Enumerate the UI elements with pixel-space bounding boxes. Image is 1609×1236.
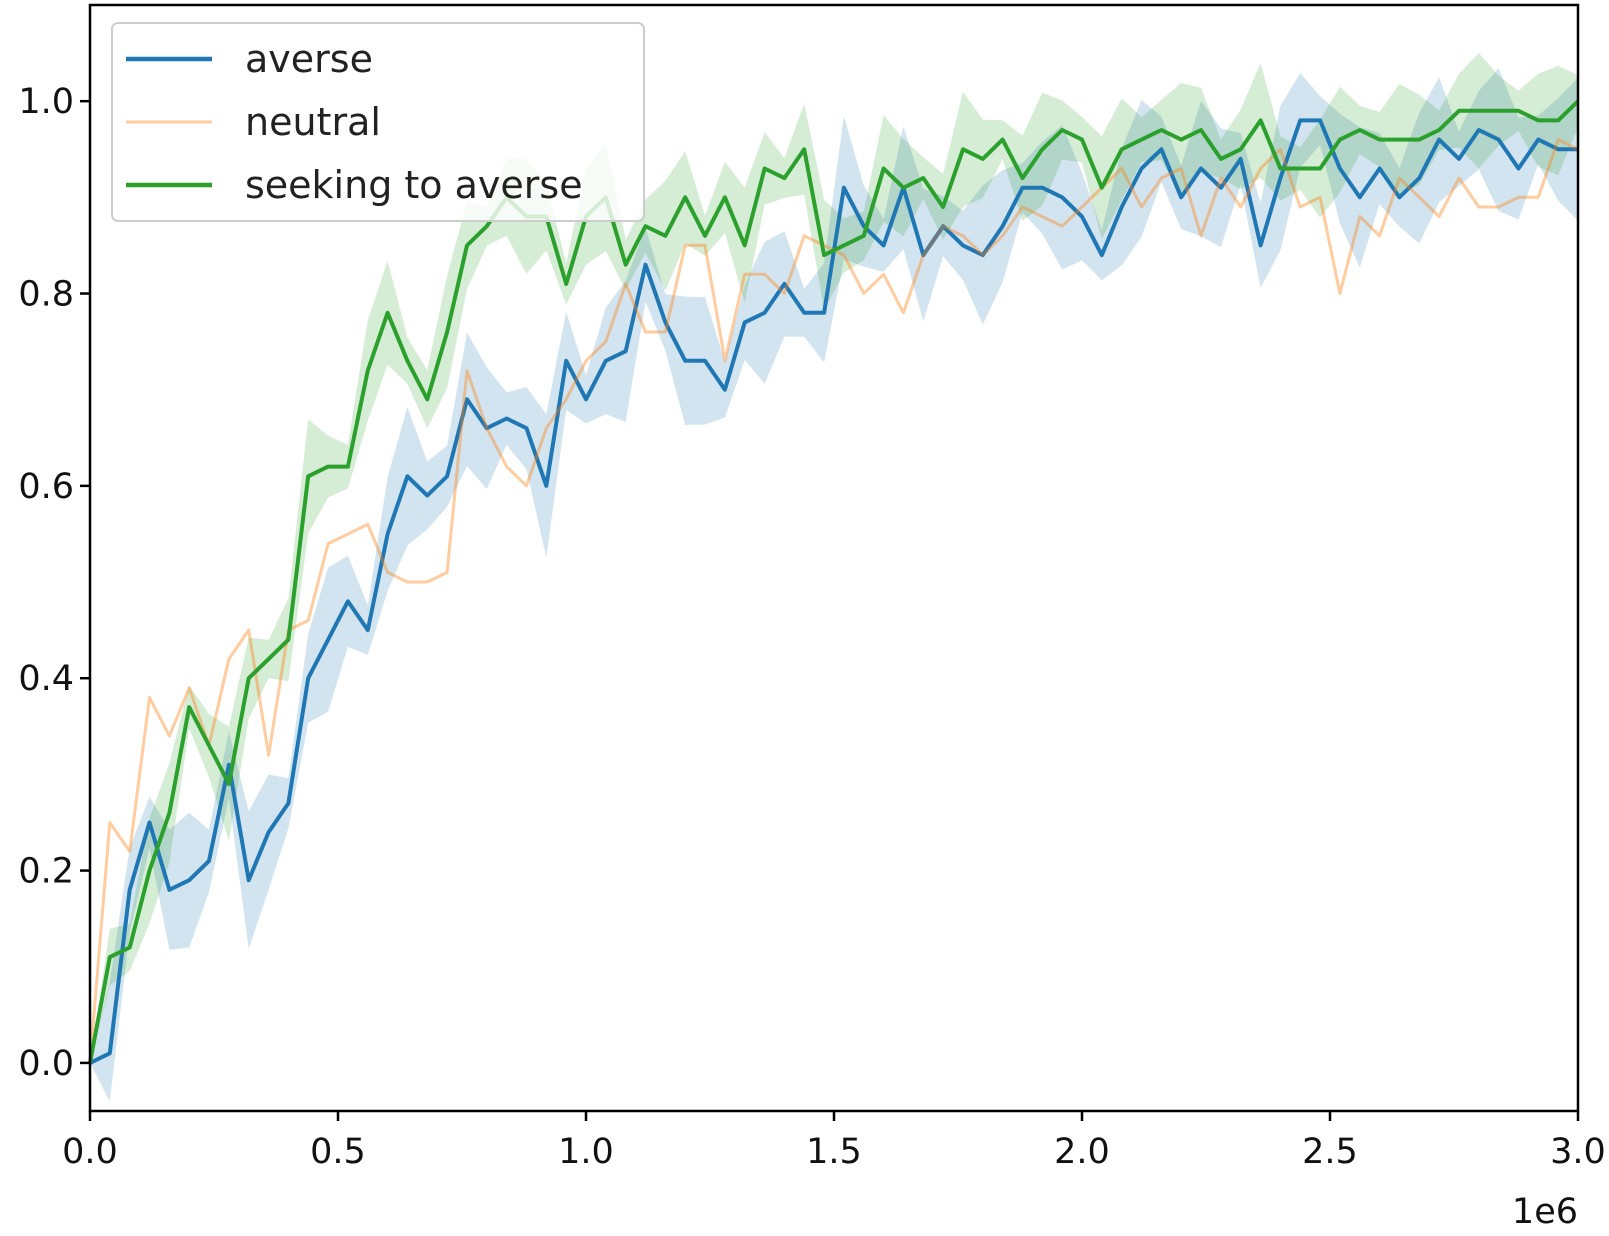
- x-tick-label: 1.5: [806, 1132, 862, 1172]
- x-tick-label: 1.0: [558, 1132, 614, 1172]
- y-tick-label: 1.0: [18, 82, 74, 122]
- x-tick-label: 2.0: [1054, 1132, 1110, 1172]
- legend-box: [111, 22, 645, 222]
- y-tick-label: 0.8: [18, 275, 74, 315]
- confidence-bands: [90, 53, 1578, 1102]
- y-tick-label: 0.6: [18, 467, 74, 507]
- y-tick-label: 0.2: [18, 852, 74, 892]
- x-tick-label: 0.5: [310, 1132, 366, 1172]
- x-tick-label: 3.0: [1550, 1132, 1606, 1172]
- band-seeking-to-averse: [90, 53, 1578, 1063]
- x-tick-label: 0.0: [62, 1132, 118, 1172]
- band-averse: [90, 68, 1578, 1102]
- x-tick-label: 2.5: [1302, 1132, 1358, 1172]
- legend-label-averse: averse: [245, 37, 373, 81]
- x-axis-ticks: 0.0 0.5 1.0 1.5 2.0 2.5 3.0: [62, 1111, 1606, 1172]
- legend-label-neutral: neutral: [245, 100, 381, 144]
- y-tick-label: 0.4: [18, 659, 74, 699]
- legend: averse neutral seeking to averse: [111, 22, 645, 222]
- legend-label-seeking-to-averse: seeking to averse: [245, 163, 583, 207]
- series-line-seeking-to-averse: [88, 99, 1580, 1064]
- y-tick-label: 0.0: [18, 1044, 74, 1084]
- x-offset-label: 1e6: [1512, 1192, 1578, 1232]
- y-axis-ticks: 0.0 0.2 0.4 0.6 0.8 1.0: [18, 82, 90, 1084]
- series-lines: [88, 99, 1580, 1065]
